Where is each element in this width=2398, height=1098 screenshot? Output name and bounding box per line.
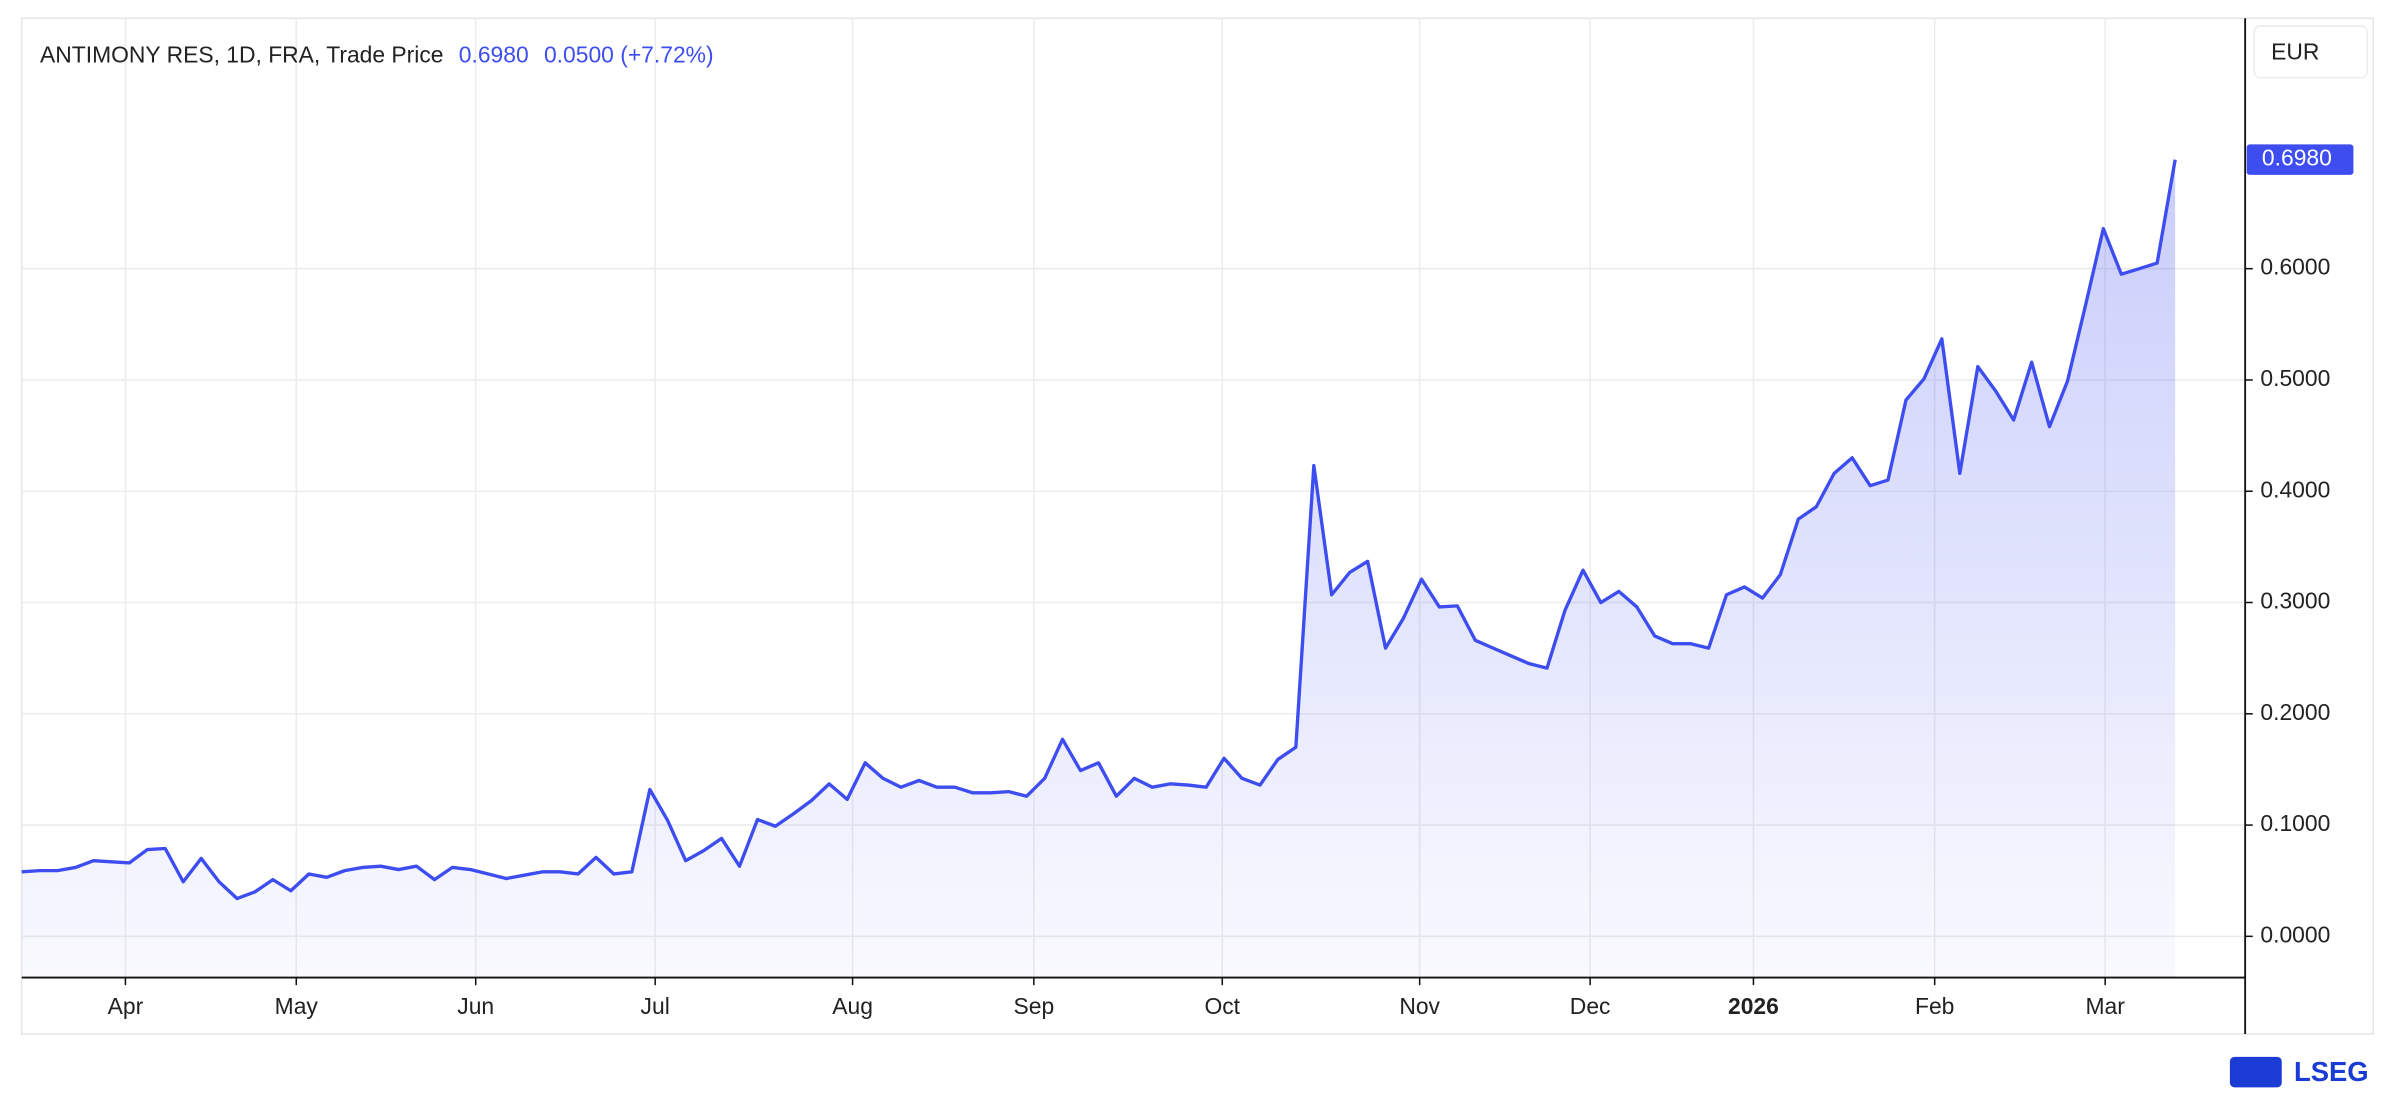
x-tick-label: Nov xyxy=(1399,993,1440,1019)
y-tick-label: 0.0000 xyxy=(2260,921,2330,947)
y-tick-label: 0.6000 xyxy=(2260,254,2330,280)
header-price: 0.6980 xyxy=(459,41,529,67)
x-tick-label: Mar xyxy=(2085,993,2125,1019)
price-tag-label: 0.6980 xyxy=(2262,145,2332,171)
x-tick-label: 2026 xyxy=(1728,993,1779,1019)
x-tick-label: Apr xyxy=(108,993,144,1019)
title: ANTIMONY RES, 1D, FRA, Trade Price xyxy=(40,41,444,67)
x-tick-label: Oct xyxy=(1204,993,1240,1019)
brand: LSEG xyxy=(2294,1056,2369,1087)
x-tick-label: Sep xyxy=(1013,993,1054,1019)
logo: LSEG xyxy=(2229,1056,2369,1088)
currency-box[interactable] xyxy=(2253,25,2368,79)
currency[interactable]: EUR xyxy=(2271,38,2319,64)
y-tick-label: 0.5000 xyxy=(2260,365,2330,391)
area xyxy=(21,159,2176,978)
x-tick-label: Dec xyxy=(1570,993,1611,1019)
x-tick-label: Feb xyxy=(1915,993,1954,1019)
y-tick-label: 0.1000 xyxy=(2260,810,2330,836)
header-change: 0.0500 (+7.72%) xyxy=(544,41,714,67)
price-tag xyxy=(2246,144,2354,175)
x-tick-label: Jun xyxy=(457,993,494,1019)
frame xyxy=(20,17,2375,1035)
x-tick-label: Jul xyxy=(641,993,670,1019)
x-tick-label: May xyxy=(275,993,319,1019)
logo-icon xyxy=(2229,1056,2282,1088)
x-tick-label: Aug xyxy=(832,993,873,1019)
price-line xyxy=(21,159,2177,901)
y-tick-label: 0.3000 xyxy=(2260,588,2330,614)
y-tick-label: 0.2000 xyxy=(2260,699,2330,725)
y-tick-label: 0.4000 xyxy=(2260,476,2330,502)
